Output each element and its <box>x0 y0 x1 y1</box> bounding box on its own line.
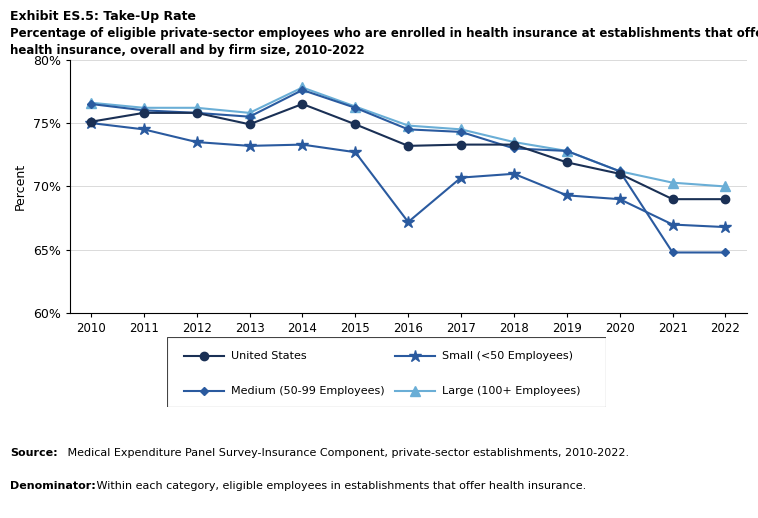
Text: Within each category, eligible employees in establishments that offer health ins: Within each category, eligible employees… <box>93 481 587 491</box>
Text: Large (100+ Employees): Large (100+ Employees) <box>441 386 580 396</box>
Text: United States: United States <box>230 351 306 361</box>
Y-axis label: Percent: Percent <box>14 163 27 210</box>
Text: Source:: Source: <box>10 448 58 458</box>
Text: Exhibit ES.5: Take-Up Rate: Exhibit ES.5: Take-Up Rate <box>10 10 196 23</box>
Text: Medical Expenditure Panel Survey-Insurance Component, private-sector establishme: Medical Expenditure Panel Survey-Insuran… <box>64 448 629 458</box>
Text: Percentage of eligible private-sector employees who are enrolled in health insur: Percentage of eligible private-sector em… <box>10 27 758 40</box>
Text: health insurance, overall and by firm size, 2010-2022: health insurance, overall and by firm si… <box>10 44 365 56</box>
Text: Small (<50 Employees): Small (<50 Employees) <box>441 351 572 361</box>
FancyBboxPatch shape <box>167 337 606 407</box>
Text: Medium (50-99 Employees): Medium (50-99 Employees) <box>230 386 384 396</box>
Text: Denominator:: Denominator: <box>10 481 96 491</box>
